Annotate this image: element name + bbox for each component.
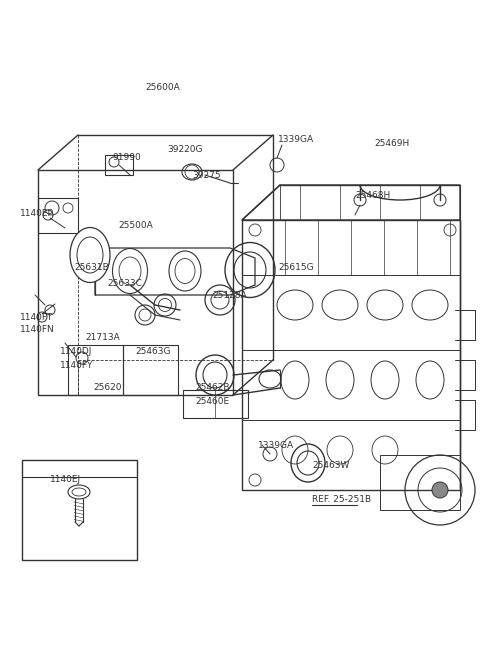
Text: 25631B: 25631B — [74, 263, 109, 272]
Bar — [123, 345, 178, 395]
Text: 25620: 25620 — [93, 383, 121, 392]
Bar — [38, 198, 78, 233]
Text: 1339GA: 1339GA — [278, 136, 314, 145]
Text: 39220G: 39220G — [167, 145, 203, 153]
Text: 25463W: 25463W — [312, 462, 349, 470]
Text: 25469H: 25469H — [374, 138, 409, 147]
Text: 21713A: 21713A — [85, 333, 120, 341]
Text: 25128A: 25128A — [212, 291, 247, 301]
Text: 1140EJ: 1140EJ — [50, 476, 81, 485]
Bar — [183, 390, 248, 418]
Text: 25463G: 25463G — [135, 348, 170, 356]
Text: 1140FY: 1140FY — [60, 360, 94, 369]
Text: 25633C: 25633C — [107, 278, 142, 288]
Text: 1140FT: 1140FT — [20, 314, 53, 322]
Text: 25468H: 25468H — [355, 191, 390, 200]
Text: 1140FN: 1140FN — [20, 326, 55, 335]
Text: 39275: 39275 — [192, 172, 221, 181]
Text: 25460E: 25460E — [195, 398, 229, 407]
Text: 25462B: 25462B — [195, 383, 229, 392]
Text: 25600A: 25600A — [145, 83, 180, 92]
Text: 25615G: 25615G — [278, 263, 313, 272]
Text: 1140EP: 1140EP — [20, 210, 54, 219]
Ellipse shape — [70, 227, 110, 282]
Bar — [105, 155, 133, 175]
Circle shape — [432, 482, 448, 498]
Bar — [38, 170, 233, 395]
Text: 1140DJ: 1140DJ — [60, 348, 92, 356]
Text: 91990: 91990 — [112, 153, 141, 162]
Text: REF. 25-251B: REF. 25-251B — [312, 495, 371, 504]
Text: 1339GA: 1339GA — [258, 441, 294, 451]
Bar — [68, 345, 123, 395]
Bar — [22, 460, 137, 560]
Text: 25500A: 25500A — [118, 221, 153, 229]
